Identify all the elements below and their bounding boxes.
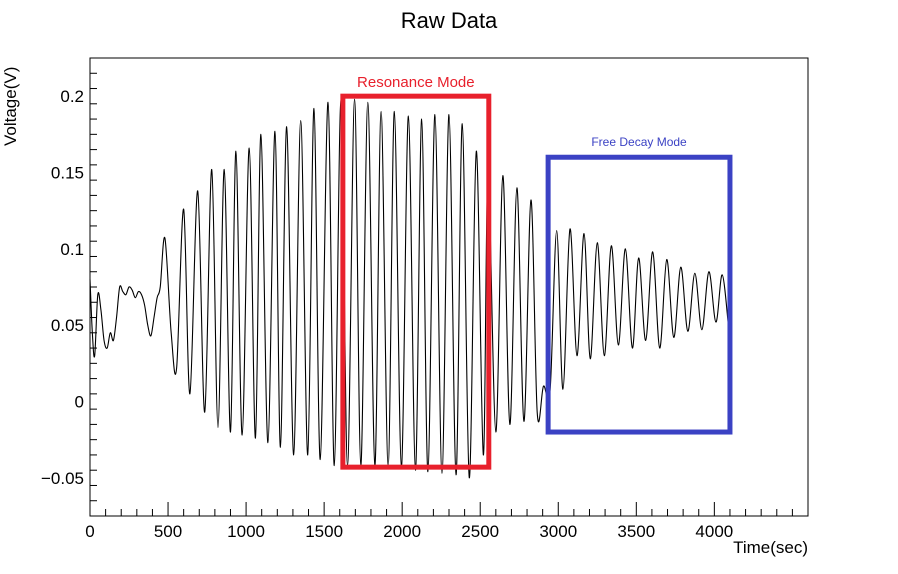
y-axis-label: Voltage(V) — [1, 67, 20, 146]
y-axis: −0.05 0 0.05 0.1 0.15 0.2 — [41, 57, 97, 517]
x-tick-label: 3500 — [617, 522, 655, 541]
annotation-layer: Resonance Mode Free Decay Mode — [340, 74, 733, 470]
resonance-mode-box — [340, 93, 492, 470]
x-tick-label: 2500 — [461, 522, 499, 541]
y-tick-label: 0.05 — [51, 316, 84, 335]
x-tick-label: 4000 — [695, 522, 733, 541]
x-tick-label: 1000 — [227, 522, 265, 541]
y-tick-label: 0.1 — [60, 240, 84, 259]
x-tick-label: 1500 — [305, 522, 343, 541]
x-tick-label: 500 — [154, 522, 182, 541]
free-decay-mode-box — [545, 154, 733, 435]
plot-frame — [89, 57, 809, 517]
x-axis-label: Time(sec) — [733, 538, 808, 557]
resonance-mode-label: Resonance Mode — [357, 74, 475, 91]
x-tick-label: 0 — [85, 522, 94, 541]
series-layer — [89, 98, 729, 479]
y-tick-label: −0.05 — [41, 469, 84, 488]
x-tick-label: 2000 — [383, 522, 421, 541]
x-tick-label: 3000 — [539, 522, 577, 541]
free-decay-mode-label: Free Decay Mode — [591, 135, 687, 149]
x-axis: 0 500 1000 1500 2000 2500 3000 3500 4000 — [85, 502, 809, 541]
y-tick-label: 0 — [75, 393, 84, 412]
y-tick-label: 0.15 — [51, 164, 84, 183]
series-line — [89, 98, 729, 479]
chart-title: Raw Data — [401, 8, 498, 33]
y-tick-label: 0.2 — [60, 87, 84, 106]
